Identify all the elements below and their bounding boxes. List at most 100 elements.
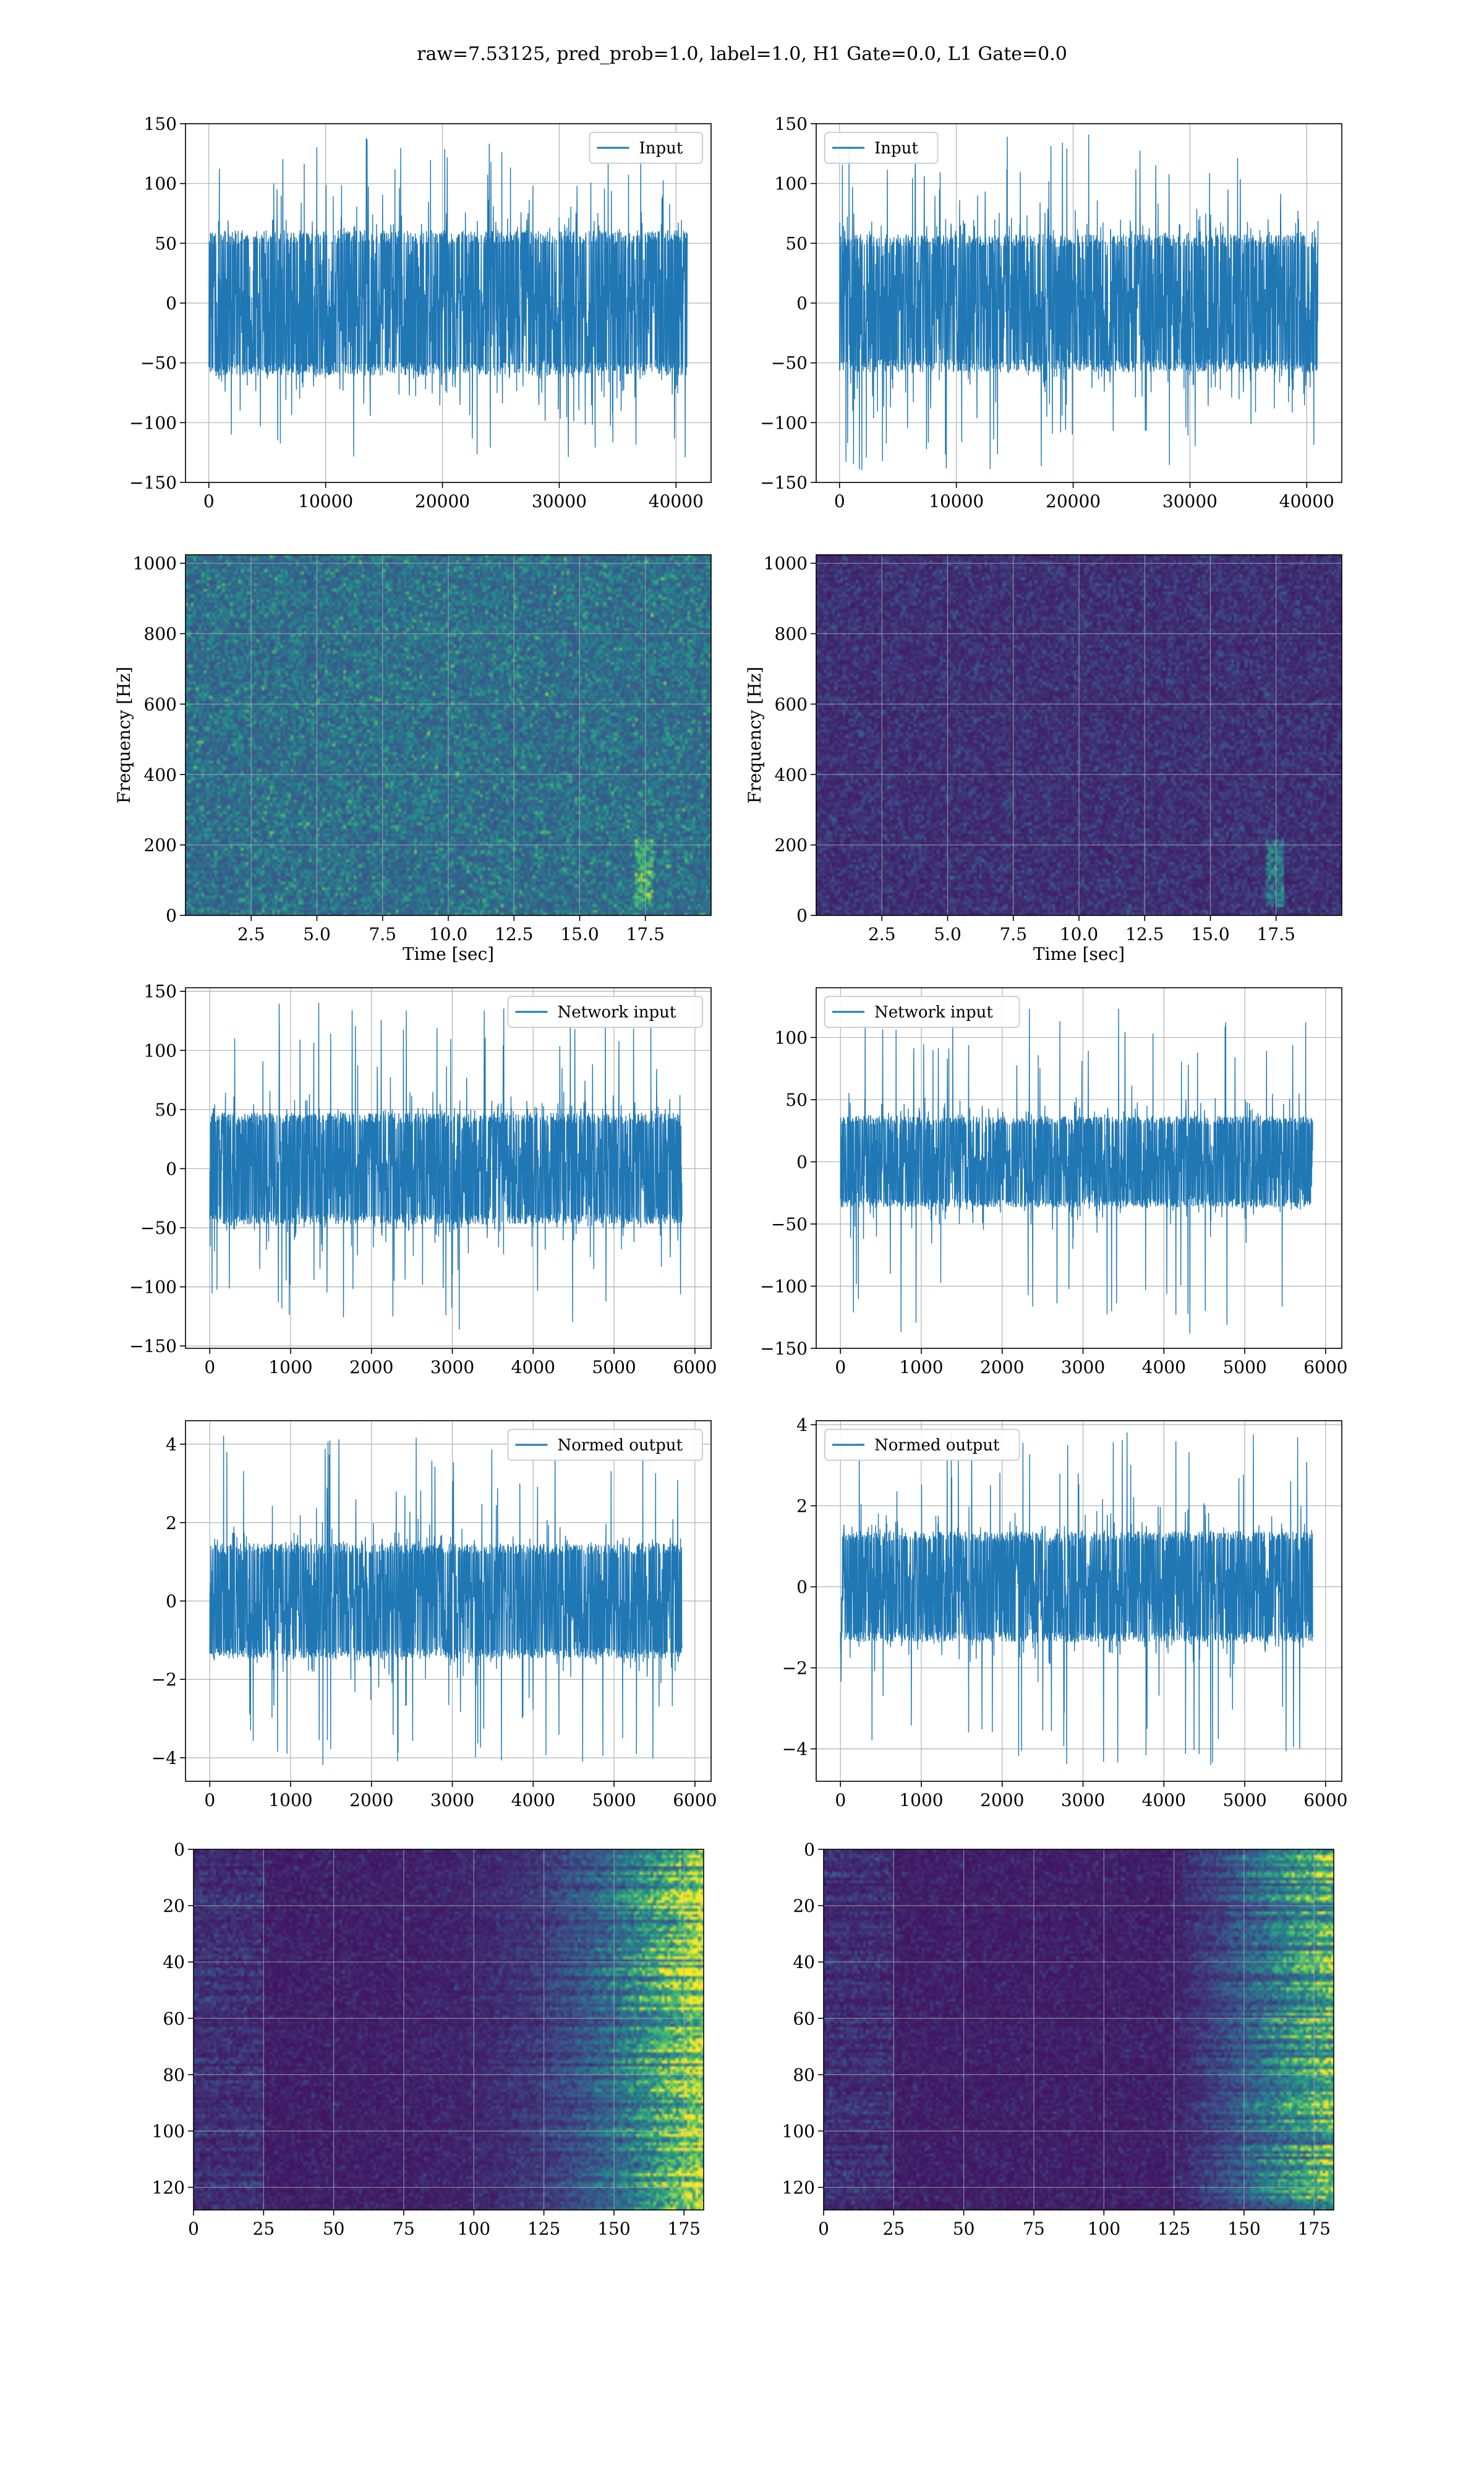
- h1-network-input-xtick-label-4: 4000: [511, 1357, 555, 1377]
- l1-normed-output-ytick-label-1: −2: [782, 1658, 808, 1679]
- h1-normed-output-xtick-label-5: 5000: [592, 1790, 636, 1810]
- l1-network-input-ytick-label-0: −150: [760, 1338, 808, 1359]
- l1-input-xtick-label-1: 10000: [929, 491, 984, 511]
- l1-input-ytick-label-0: −150: [760, 473, 808, 493]
- h1-input-ytick-label-3: 0: [166, 293, 177, 314]
- l1-normed-output-series-line: [840, 1431, 1313, 1765]
- h1-spectrogram-ytick-label-1: 200: [144, 835, 177, 855]
- l1-input-ytick-label-2: −50: [771, 353, 808, 374]
- l1-feature-map-panel: 0 25 50 75 100 125 150 175 0 20 40 60 80 100 120: [782, 1839, 1334, 2239]
- h1-normed-output-xtick-label-3: 3000: [430, 1790, 474, 1810]
- h1-feature-map-ytick-label-3: 60: [163, 2008, 185, 2029]
- l1-feature-map-ytick-label-5: 100: [782, 2121, 815, 2141]
- h1-normed-output-ytick-label-0: −4: [151, 1748, 177, 1768]
- l1-normed-output-xtick-label-4: 4000: [1142, 1790, 1186, 1810]
- h1-normed-output-ytick-label-1: −2: [151, 1669, 177, 1690]
- l1-feature-map-ytick-label-0: 0: [804, 1839, 815, 1860]
- l1-spectrogram-ylabel: Frequency [Hz]: [744, 667, 765, 803]
- l1-input-ytick-label-4: 50: [785, 233, 808, 254]
- l1-normed-output-frame: [816, 1420, 1342, 1782]
- l1-input-xtick-label-3: 30000: [1162, 491, 1217, 511]
- h1-network-input-ytick-label-2: −50: [140, 1218, 177, 1238]
- l1-feature-map-ytick-label-6: 120: [782, 2178, 815, 2198]
- l1-network-input-series-line: [840, 1008, 1313, 1334]
- l1-normed-output-xtick-label-5: 5000: [1222, 1790, 1266, 1810]
- h1-input-legend-box: [589, 132, 703, 164]
- l1-spectrogram-ytick-label-4: 800: [775, 624, 808, 644]
- h1-spectrogram-xtick-label-3: 10.0: [429, 924, 467, 944]
- l1-input-xtick-label-4: 40000: [1279, 491, 1334, 511]
- l1-spectrogram-ytick-label-3: 600: [775, 694, 808, 714]
- h1-input-xtick-label-4: 40000: [649, 491, 704, 511]
- h1-network-input-xtick-label-3: 3000: [430, 1357, 474, 1377]
- l1-network-input-legend-label: Network input: [874, 1003, 993, 1022]
- l1-normed-output-legend-label: Normed output: [874, 1436, 1000, 1455]
- l1-input-legend-box: [824, 132, 939, 164]
- h1-spectrogram-xtick-label-0: 2.5: [237, 924, 265, 944]
- h1-normed-output-ytick-label-4: 4: [166, 1434, 177, 1455]
- h1-spectrogram-panel: 2.5 5.0 7.5 10.0 12.5 15.0 17.5 0 200 400 600 800 10…: [114, 554, 712, 964]
- h1-spectrogram-xtick-label-2: 7.5: [369, 924, 396, 944]
- l1-network-input-xtick-label-5: 5000: [1222, 1357, 1266, 1377]
- h1-feature-map-xtick-label-4: 100: [458, 2219, 490, 2239]
- h1-feature-map-xtick-label-7: 175: [668, 2219, 701, 2239]
- l1-input-ytick-label-6: 150: [775, 114, 808, 134]
- l1-network-input-xtick-label-2: 2000: [980, 1357, 1024, 1377]
- h1-normed-output-legend-label: Normed output: [558, 1436, 683, 1455]
- l1-feature-map-xtick-label-2: 50: [953, 2219, 975, 2239]
- l1-feature-map-ytick-label-2: 40: [793, 1952, 815, 1972]
- l1-input-ytick-label-5: 100: [775, 174, 808, 194]
- h1-input-legend-label: Input: [639, 139, 683, 158]
- h1-input-series-line: [208, 138, 688, 458]
- h1-feature-map-ytick-label-6: 120: [152, 2178, 185, 2198]
- l1-network-input-xtick-label-3: 3000: [1061, 1357, 1105, 1377]
- h1-normed-output-ytick-label-2: 0: [166, 1591, 177, 1612]
- h1-feature-map-ytick-label-4: 80: [163, 2065, 185, 2085]
- l1-spectrogram-xtick-label-6: 17.5: [1257, 924, 1295, 944]
- h1-network-input-frame: [185, 987, 712, 1349]
- l1-network-input-xtick-label-0: 0: [835, 1357, 846, 1377]
- h1-feature-map-xtick-label-0: 0: [188, 2219, 199, 2239]
- h1-normed-output-xtick-label-6: 6000: [673, 1790, 717, 1810]
- h1-network-input-ytick-label-4: 50: [155, 1100, 177, 1120]
- l1-feature-map-image: [824, 1849, 1334, 2210]
- h1-spectrogram-xtick-label-4: 12.5: [495, 924, 533, 944]
- l1-feature-map-xtick-label-1: 25: [883, 2219, 905, 2239]
- h1-feature-map-xtick-label-5: 125: [527, 2219, 560, 2239]
- l1-network-input-legend-box: [824, 996, 1020, 1028]
- h1-feature-map-xtick-label-6: 150: [597, 2219, 630, 2239]
- figure-title: raw=7.53125, pred_prob=1.0, label=1.0, H…: [417, 43, 1067, 65]
- h1-feature-map-panel: 0 25 50 75 100 125 150 175 0 20 40 60 80 100 120: [152, 1839, 704, 2239]
- h1-input-xtick-label-3: 30000: [532, 491, 587, 511]
- h1-network-input-xtick-label-5: 5000: [592, 1357, 636, 1377]
- l1-spectrogram-xtick-label-5: 15.0: [1191, 924, 1229, 944]
- h1-feature-map-frame: [193, 1849, 704, 2211]
- l1-feature-map-frame: [823, 1849, 1334, 2211]
- h1-feature-map-ytick-label-0: 0: [174, 1839, 185, 1860]
- h1-input-xtick-label-0: 0: [203, 491, 215, 511]
- l1-network-input-ytick-label-1: −100: [760, 1276, 808, 1296]
- h1-spectrogram-ytick-label-0: 0: [166, 905, 177, 926]
- l1-feature-map-xtick-label-7: 175: [1298, 2219, 1331, 2239]
- h1-feature-map-xtick-label-3: 75: [393, 2219, 415, 2239]
- h1-network-input-legend-box: [507, 996, 703, 1028]
- l1-normed-output-xtick-label-2: 2000: [980, 1790, 1024, 1810]
- h1-normed-output-ytick-label-3: 2: [166, 1513, 177, 1533]
- l1-spectrogram-ytick-label-2: 400: [775, 764, 808, 785]
- h1-spectrogram-xtick-label-6: 17.5: [626, 924, 665, 944]
- h1-network-input-ytick-label-6: 150: [144, 982, 177, 1002]
- h1-spectrogram-ytick-label-5: 1000: [133, 554, 177, 574]
- l1-network-input-frame: [816, 987, 1342, 1349]
- l1-feature-map-xtick-label-0: 0: [818, 2219, 829, 2239]
- l1-normed-output-ytick-label-0: −4: [782, 1739, 808, 1760]
- h1-network-input-ytick-label-1: −100: [129, 1277, 177, 1298]
- l1-normed-output-xtick-label-1: 1000: [899, 1790, 943, 1810]
- l1-feature-map-xtick-label-5: 125: [1158, 2219, 1190, 2239]
- l1-spectrogram-xtick-label-2: 7.5: [999, 924, 1027, 944]
- l1-feature-map-xtick-label-3: 75: [1023, 2219, 1045, 2239]
- h1-normed-output-xtick-label-0: 0: [204, 1790, 215, 1810]
- h1-network-input-xtick-label-1: 1000: [268, 1357, 312, 1377]
- l1-spectrogram-xtick-label-0: 2.5: [868, 924, 896, 944]
